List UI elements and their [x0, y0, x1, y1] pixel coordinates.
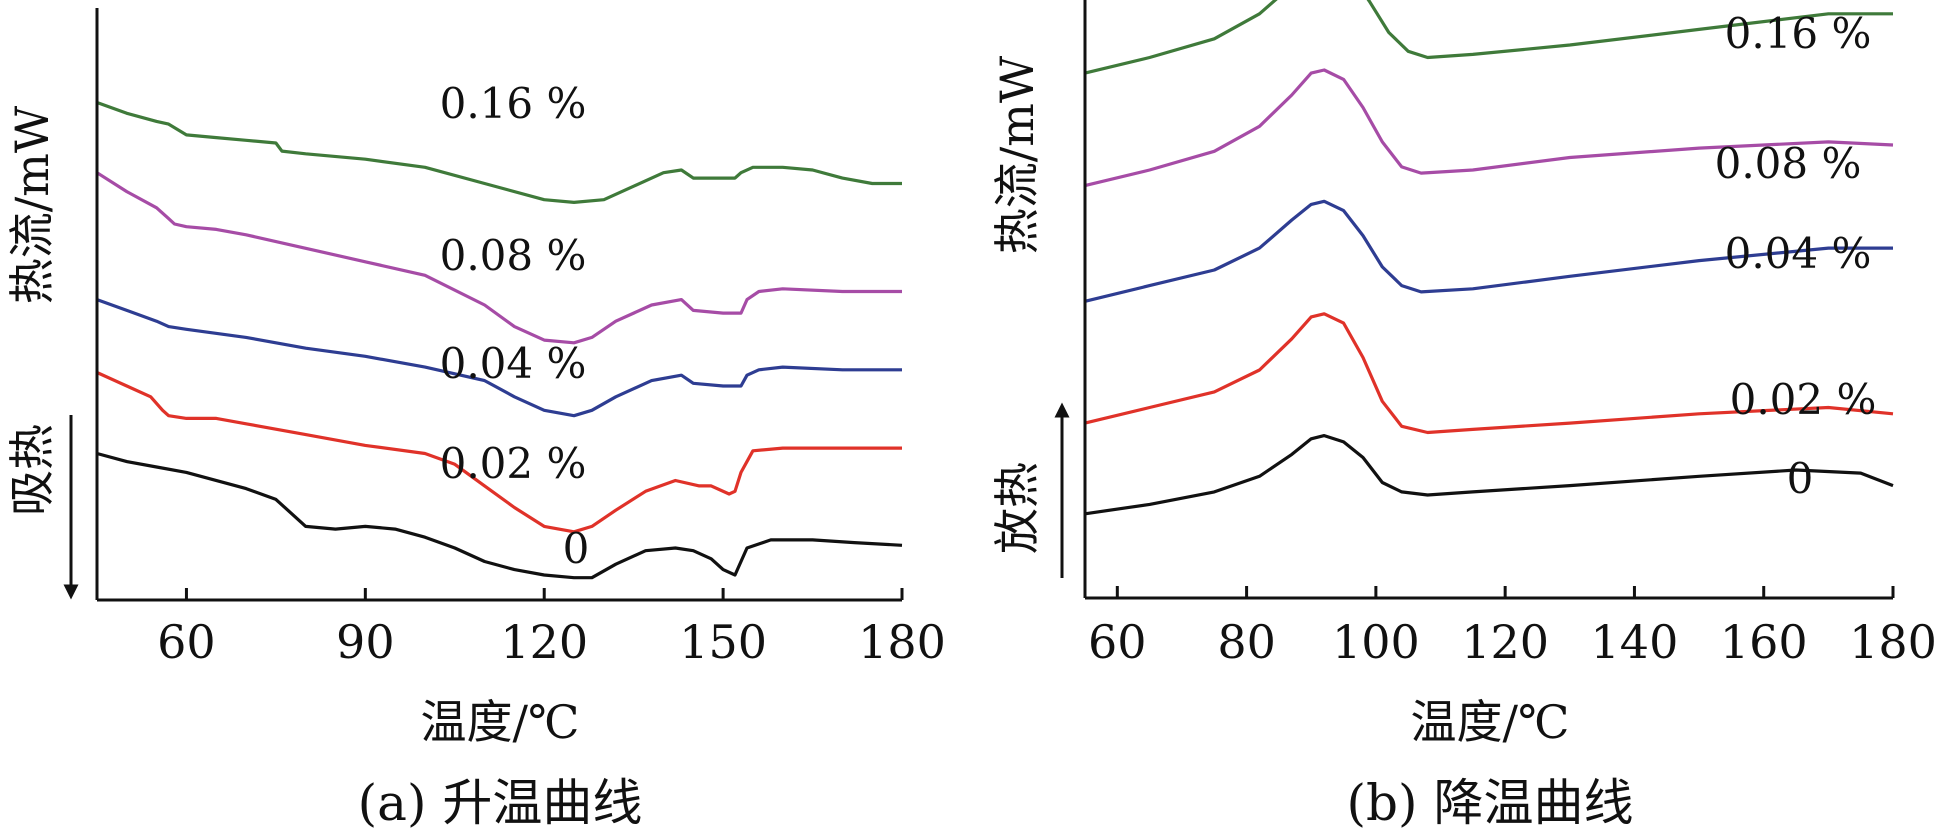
series-label: 0.04 % [440, 339, 587, 388]
x-tick-label: 120 [1461, 615, 1549, 669]
panel-b-y-axis-title: 热流/mW [990, 55, 1044, 254]
series-line-0 [1084, 434, 1894, 516]
panel-b-caption: (b) 降温曲线 [1347, 774, 1634, 832]
panel-b-plot: 0.16 % 0.08 % 0.04 % 0.02 % 0 [1084, 0, 1894, 516]
panel-b: 0.16 % 0.08 % 0.04 % 0.02 % 0 60 80 100 120 140 1… [990, 0, 1937, 832]
x-tick-label: 140 [1591, 615, 1679, 669]
series-line-0-02- [1084, 312, 1894, 435]
series-line-0 [96, 451, 903, 580]
panel-a-plot: 0.16 % 0.08 % 0.04 % 0.02 % 0 [96, 79, 903, 580]
x-tick-label: 100 [1332, 615, 1420, 669]
panel-b-direction-label: 放热 [990, 462, 1044, 554]
series-line-0-02- [96, 371, 902, 534]
x-tick-label: 180 [858, 615, 946, 669]
series-label: 0.08 % [440, 231, 587, 280]
panel-a-x-ticks: 60 90 120 150 180 [157, 588, 946, 669]
panel-a-y-axis-title: 热流/mW [5, 105, 59, 304]
series-label: 0 [563, 524, 590, 573]
series-line-0-16- [1084, 0, 1893, 75]
panel-b-x-ticks: 60 80 100 120 140 160 180 [1088, 586, 1937, 669]
series-label: 0.02 % [1730, 375, 1877, 424]
series-line-0-16- [96, 100, 902, 204]
x-tick-label: 120 [500, 615, 588, 669]
series-label: 0 [1787, 454, 1814, 503]
x-tick-label: 60 [157, 615, 216, 669]
series-label: 0.16 % [440, 79, 587, 128]
x-tick-label: 80 [1217, 615, 1276, 669]
series-line-0-08- [96, 171, 902, 345]
panel-a-x-axis-title: 温度/℃ [421, 695, 580, 749]
panel-a: 0.16 %0.08 %0.04 %0.02 %0 60 90 120 150 180 … [5, 8, 946, 832]
series-label: 0.04 % [1725, 229, 1872, 278]
x-tick-label: 160 [1720, 615, 1808, 669]
series-line-0-04- [96, 298, 902, 418]
panel-b-x-axis-title: 温度/℃ [1411, 695, 1570, 749]
series-line-0-04- [1084, 199, 1893, 303]
panel-a-caption: (a) 升温曲线 [358, 774, 643, 832]
x-tick-label: 180 [1849, 615, 1937, 669]
series-line-0-08- [1084, 68, 1894, 188]
x-tick-label: 90 [336, 615, 395, 669]
x-tick-label: 150 [679, 615, 767, 669]
x-tick-label: 60 [1088, 615, 1147, 669]
series-label: 0.08 % [1715, 139, 1862, 188]
panel-a-direction-label: 吸热 [5, 424, 59, 516]
series-label: 0.02 % [440, 439, 587, 488]
series-label: 0.16 % [1725, 9, 1872, 58]
